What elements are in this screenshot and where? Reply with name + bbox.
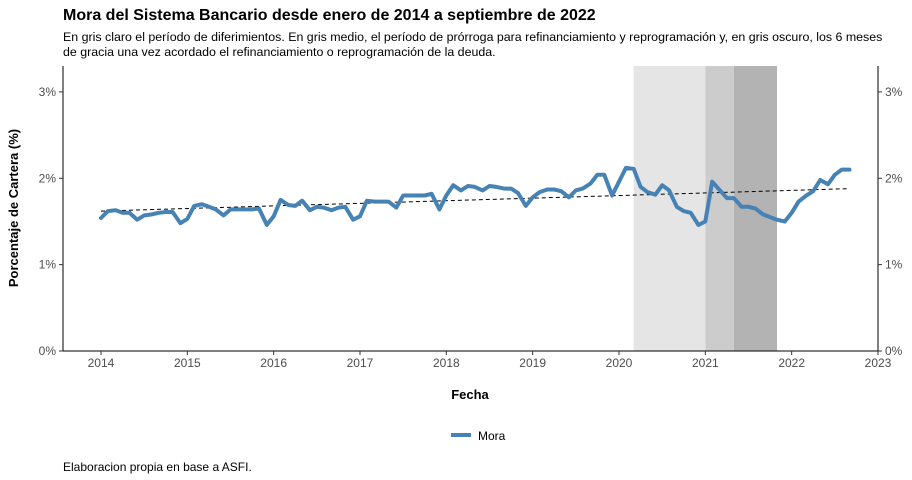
shaded-period-1 (705, 66, 734, 351)
y-ticks-right: 0% 1% 2% 3% (878, 85, 903, 358)
y-tick-label-left: 3% (39, 85, 57, 99)
x-tick-label: 2015 (174, 356, 201, 370)
y-tick-label-right: 2% (885, 171, 903, 185)
x-tick-label: 2023 (865, 356, 892, 370)
series-points (100, 167, 850, 226)
trend-line (100, 188, 850, 212)
x-tick-label: 2016 (260, 356, 287, 370)
y-axis-title: Porcentaje de Cartera (%) (6, 129, 21, 287)
x-ticks: 2014 2015 2016 2017 2018 2019 2020 2021 2022 2023 (88, 351, 892, 370)
chart-caption: Elaboracion propia en base a ASFI. (63, 460, 252, 474)
y-tick-label-right: 3% (885, 85, 903, 99)
x-tick-label: 2017 (347, 356, 374, 370)
legend: Mora (451, 429, 506, 443)
y-ticks-left: 0% 1% 2% 3% (39, 85, 63, 358)
x-tick-label: 2014 (88, 356, 115, 370)
shaded-period-0 (633, 66, 706, 351)
x-tick-label: 2021 (692, 356, 719, 370)
y-tick-label-right: 0% (885, 344, 903, 358)
x-tick-label: 2020 (606, 356, 633, 370)
x-tick-label: 2019 (519, 356, 546, 370)
axes (62, 66, 879, 352)
y-tick-label-left: 0% (39, 344, 57, 358)
chart-title: Mora del Sistema Bancario desde enero de… (63, 7, 596, 24)
x-tick-label: 2022 (778, 356, 805, 370)
legend-label-mora: Mora (478, 429, 506, 443)
x-axis-title: Fecha (451, 387, 489, 402)
x-tick-label: 2018 (433, 356, 460, 370)
chart-subtitle: En gris claro el período de diferimiento… (63, 30, 883, 59)
y-tick-label-left: 2% (39, 171, 57, 185)
y-tick-label-left: 1% (39, 258, 57, 272)
y-tick-label-right: 1% (885, 258, 903, 272)
